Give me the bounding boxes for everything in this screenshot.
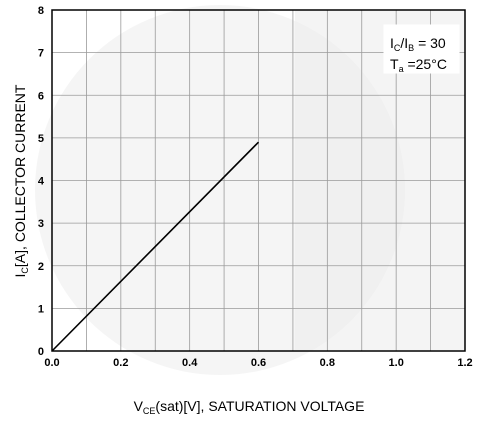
- y-tick-label: 0: [38, 346, 44, 358]
- x-tick-label: 1.0: [389, 357, 404, 369]
- y-tick-label: 5: [38, 133, 44, 145]
- y-tick-label: 2: [38, 261, 44, 273]
- y-tick-labels: 0 1 2 3 4 5 6 7 8: [38, 5, 45, 358]
- annotation-line-1: IC/IB = 30: [390, 35, 446, 53]
- watermark: [35, 5, 465, 375]
- x-tick-label: 0.6: [251, 357, 266, 369]
- x-tick-label: 0.2: [113, 357, 128, 369]
- y-tick-label: 3: [38, 218, 44, 230]
- x-tick-label: 0.8: [320, 357, 335, 369]
- x-tick-label: 1.2: [457, 357, 472, 369]
- y-axis-title: IC[A], COLLECTOR CURRENT: [12, 84, 30, 277]
- y-tick-label: 4: [38, 176, 45, 188]
- series-line: [51, 141, 260, 352]
- y-tick-label: 1: [38, 303, 44, 315]
- x-tick-label: 0.0: [44, 357, 59, 369]
- y-tick-label: 6: [38, 90, 44, 102]
- x-tick-label: 0.4: [182, 357, 198, 369]
- annotation-box: [383, 24, 460, 74]
- y-tick-label: 7: [38, 48, 44, 60]
- x-tick-labels: 0.0 0.2 0.4 0.6 0.8 1.0 1.2: [44, 357, 472, 369]
- series-layer: [51, 141, 260, 352]
- annotation-line-2: Ta =25°C: [390, 56, 447, 74]
- x-axis-title: VCE(sat)[V], SATURATION VOLTAGE: [134, 398, 365, 416]
- y-tick-label: 8: [38, 5, 44, 17]
- plot-frame: [51, 9, 466, 352]
